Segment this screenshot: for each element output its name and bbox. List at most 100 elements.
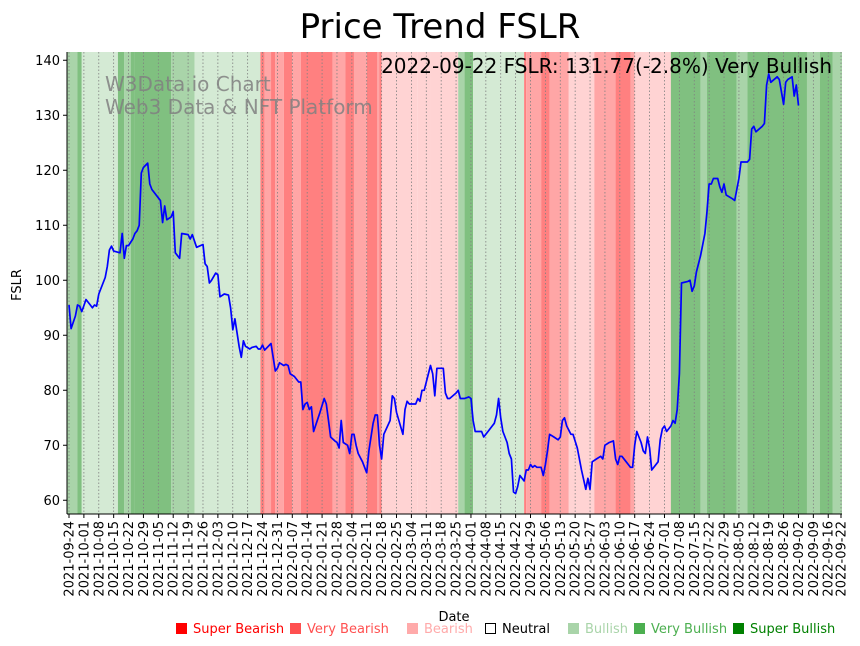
x-tick-label: 2022-09-09 [807, 521, 822, 597]
sentiment-band [124, 52, 131, 514]
x-tick-label: 2021-10-22 [122, 521, 137, 597]
x-tick-label: 2022-09-22 [835, 521, 850, 597]
legend-label: Super Bullish [750, 622, 835, 637]
sentiment-bands [67, 52, 842, 514]
legend-item: Bullish [568, 622, 628, 637]
sentiment-band [353, 52, 367, 514]
x-tick-label: 2022-05-06 [539, 521, 554, 597]
sentiment-band [549, 52, 569, 514]
legend-label: Very Bullish [651, 622, 727, 637]
x-tick-label: 2022-03-18 [435, 521, 450, 597]
sentiment-band [194, 52, 261, 514]
x-tick-label: 2022-09-16 [822, 521, 837, 597]
sentiment-band [634, 52, 671, 514]
sentiment-band [379, 52, 382, 514]
legend-marker [176, 623, 187, 634]
x-tick-label: 2022-06-17 [628, 521, 643, 597]
x-tick-label: 2021-11-05 [152, 521, 167, 597]
sentiment-band [630, 52, 635, 514]
legend-item: Super Bearish [176, 622, 284, 637]
sentiment-band [832, 52, 842, 514]
price-line [68, 73, 800, 495]
sentiment-band [707, 52, 737, 514]
sentiment-band [81, 52, 118, 514]
legend-label: Bearish [424, 622, 473, 637]
sentiment-band [700, 52, 708, 514]
y-tick-label: 90 [43, 329, 60, 344]
x-axis-label: Date [438, 610, 469, 625]
sentiment-band [366, 52, 378, 514]
legend-marker [733, 623, 744, 634]
legend-marker [485, 623, 496, 634]
x-tick-label: 2022-04-29 [524, 521, 539, 597]
legend-item: Very Bullish [634, 622, 727, 637]
sentiment-band [130, 52, 135, 514]
x-tick-label: 2022-01-14 [301, 521, 316, 597]
sentiment-band [332, 52, 346, 514]
watermark-line-2: Web3 Data & NFT Platform [105, 95, 373, 119]
x-tick-label: 2022-02-18 [375, 521, 390, 597]
sentiment-band [134, 52, 172, 514]
watermark-line-1: W3Data.io Chart [105, 72, 271, 96]
x-tick-label: 2021-12-31 [271, 521, 286, 597]
y-ticks: 60 70 80 90 100 110 120 130 140 [35, 54, 67, 509]
axes [66, 52, 842, 515]
x-tick-label: 2022-09-02 [792, 521, 807, 597]
sentiment-band [283, 52, 293, 514]
x-tick-label: 2021-10-01 [77, 521, 92, 597]
sentiment-band [473, 52, 525, 514]
x-tick-label: 2022-05-13 [554, 521, 569, 597]
x-tick-label: 2021-12-17 [241, 521, 256, 597]
x-tick-label: 2022-01-21 [316, 521, 331, 597]
x-tick-label: 2021-11-26 [196, 521, 211, 597]
legend-marker [568, 623, 579, 634]
x-tick-label: 2022-03-04 [405, 521, 420, 597]
x-tick-label: 2022-07-01 [658, 521, 673, 597]
x-tick-label: 2022-08-19 [762, 521, 777, 597]
chart-title: Price Trend FSLR [300, 7, 581, 47]
sentiment-band [670, 52, 701, 514]
y-tick-label: 140 [35, 54, 60, 69]
x-tick-label: 2022-04-15 [494, 521, 509, 597]
x-tick-label: 2022-07-22 [703, 521, 718, 597]
x-tick-label: 2022-05-20 [569, 521, 584, 597]
x-tick-label: 2021-11-12 [167, 521, 182, 597]
legend-item: Super Bullish [733, 622, 835, 637]
y-tick-label: 100 [35, 274, 60, 289]
x-tick-label: 2022-08-05 [732, 521, 747, 597]
x-tick-label: 2022-08-12 [747, 521, 762, 597]
legend-item: Neutral [485, 622, 550, 637]
x-tick-label: 2021-09-24 [63, 521, 78, 597]
x-tick-label: 2022-01-28 [330, 521, 345, 597]
y-tick-label: 60 [43, 494, 60, 509]
sentiment-band [77, 52, 82, 514]
legend-label: Very Bearish [307, 622, 389, 637]
sentiment-band [430, 52, 459, 514]
legend-marker [407, 623, 418, 634]
sentiment-band [819, 52, 833, 514]
x-tick-label: 2021-11-19 [182, 521, 197, 597]
sentiment-band [526, 52, 542, 514]
legend-marker [290, 623, 301, 634]
x-tick-label: 2022-07-29 [718, 521, 733, 597]
y-tick-label: 130 [35, 109, 60, 124]
x-ticks: 2021-09-24 2021-10-01 2021-10-08 2021-10-15… [63, 514, 850, 597]
x-tick-label: 2022-04-08 [479, 521, 494, 597]
watermark: W3Data.io Chart Web3 Data & NFT Platform [105, 72, 373, 119]
sentiment-band [568, 52, 595, 514]
x-tick-label: 2021-12-03 [211, 521, 226, 597]
x-tick-label: 2022-04-22 [509, 521, 524, 597]
x-tick-label: 2021-10-08 [92, 521, 107, 597]
x-tick-label: 2022-07-15 [688, 521, 703, 597]
legend-label: Bullish [585, 622, 628, 637]
sentiment-band [417, 52, 431, 514]
sentiment-band [747, 52, 807, 514]
y-tick-label: 80 [43, 384, 60, 399]
sentiment-band [524, 52, 527, 514]
x-tick-label: 2022-04-01 [464, 521, 479, 597]
sentiment-band [117, 52, 125, 514]
x-tick-label: 2022-02-04 [345, 521, 360, 597]
y-tick-label: 110 [35, 219, 60, 234]
legend-item: Bearish [407, 622, 473, 637]
sentiment-band [171, 52, 195, 514]
